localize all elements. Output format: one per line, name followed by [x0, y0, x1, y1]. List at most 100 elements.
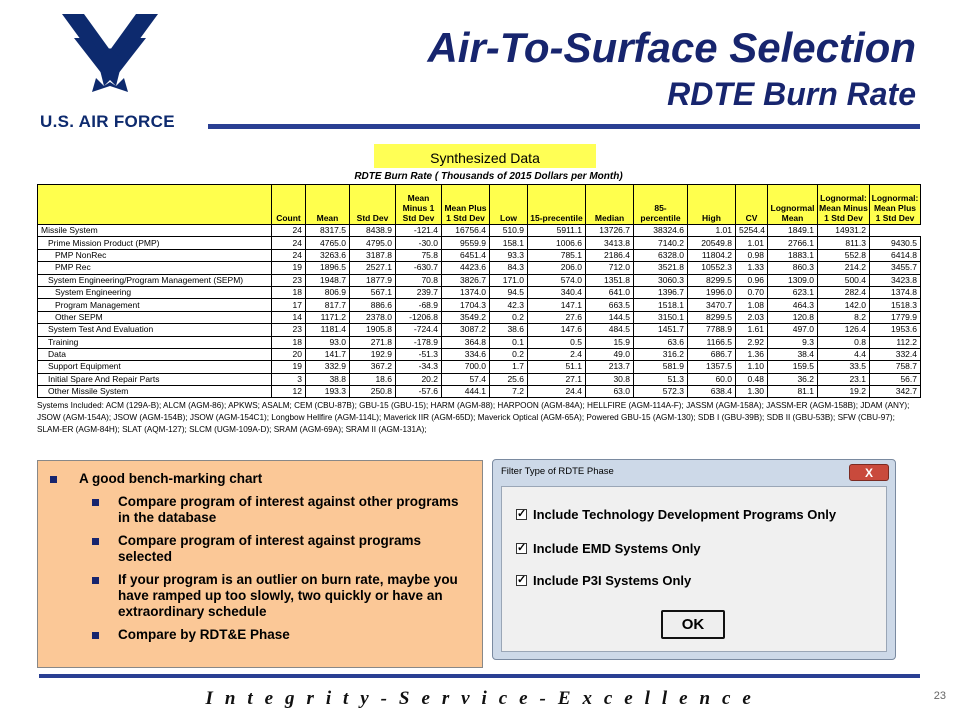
table-cell: 23.1 [817, 372, 870, 387]
table-cell: 0.8 [817, 335, 870, 349]
row-label: Support Equipment [37, 360, 272, 374]
table-cell: 142.0 [817, 298, 870, 312]
table-cell: 2527.1 [349, 261, 396, 275]
table-cell: 1351.8 [585, 273, 634, 287]
table-cell: 14931.2 [817, 223, 870, 238]
table-cell: 144.5 [585, 310, 634, 325]
table-cell: 9.3 [767, 335, 818, 349]
table-cell: 332.4 [869, 347, 921, 362]
tech-dev-checkbox[interactable]: ✓ Include Technology Development Program… [516, 507, 836, 522]
table-cell: -68.9 [395, 298, 442, 312]
table-row: System Test And Evaluation 23 1181.4 1905.8… [37, 323, 921, 337]
table-cell: 4795.0 [349, 236, 396, 250]
table-cell: 8438.9 [349, 223, 396, 238]
table-cell: 1.01 [735, 236, 768, 250]
table-cell: 20.2 [395, 372, 442, 387]
table-cell: 70.8 [395, 273, 442, 287]
table-cell: 1451.7 [633, 323, 688, 337]
table-cell: 27.6 [527, 310, 586, 325]
synthesized-data-label: Synthesized Data [374, 144, 596, 168]
emd-checkbox[interactable]: ✓ Include EMD Systems Only [516, 541, 701, 556]
table-cell: -178.9 [395, 335, 442, 349]
bullet-main: A good bench-marking chart [50, 471, 470, 486]
bullet-box: A good bench-marking chart Compare progr… [37, 460, 483, 668]
table-cell: 3470.7 [687, 298, 736, 312]
table-cell: 1181.4 [305, 323, 350, 337]
table-cell: 1518.1 [633, 298, 688, 312]
filter-dialog-window: Filter Type of RDTE Phase X ✓ Include Te… [492, 459, 896, 660]
checkbox-checked-icon[interactable]: ✓ [516, 508, 527, 520]
sub-bullet-text: Compare program of interest against othe… [118, 494, 459, 525]
bullet-square-icon [92, 499, 99, 506]
table-cell: 24 [271, 236, 306, 250]
table-cell: 171.0 [489, 273, 528, 287]
row-label: Initial Spare And Repair Parts [37, 372, 272, 387]
page-number: 23 [933, 690, 946, 702]
row-label: Training [37, 335, 272, 349]
table-cell: 14 [271, 310, 306, 325]
logo-text: U.S. AIR FORCE [40, 112, 175, 131]
table-cell: 8299.5 [687, 310, 736, 325]
table-cell: 2.92 [735, 335, 768, 349]
table-cell: 342.7 [869, 385, 921, 399]
row-label: System Engineering [37, 285, 272, 300]
close-button[interactable]: X [849, 464, 889, 481]
table-cell: 9430.5 [869, 236, 921, 250]
ok-button[interactable]: OK [661, 610, 725, 639]
table-cell: -1206.8 [395, 310, 442, 325]
column-header: Mean Plus 1 Std Dev [441, 184, 490, 225]
table-cell: 192.9 [349, 347, 396, 362]
table-cell: 57.4 [441, 372, 490, 387]
table-cell: 13726.7 [585, 223, 634, 238]
table-cell: 364.8 [441, 335, 490, 349]
burn-rate-table-panel: RDTE Burn Rate ( Thousands of 2015 Dolla… [37, 164, 921, 436]
table-cell: 1905.8 [349, 323, 396, 337]
table-cell: 214.2 [817, 261, 870, 275]
checkbox-label: Include EMD Systems Only [533, 541, 701, 556]
table-cell: 2.4 [527, 347, 586, 362]
footer-rule [39, 674, 920, 678]
table-cell: 3060.3 [633, 273, 688, 287]
table-cell: 1357.5 [687, 360, 736, 374]
bullet-square-icon [92, 577, 99, 584]
bullet-square-icon [50, 476, 57, 483]
table-cell: 1518.3 [869, 298, 921, 312]
table-cell: 11804.2 [687, 248, 736, 263]
table-cell: 19.2 [817, 385, 870, 399]
column-header: High [687, 184, 736, 225]
table-cell: 1.61 [735, 323, 768, 337]
table-cell: 1396.7 [633, 285, 688, 300]
p3i-checkbox[interactable]: ✓ Include P3I Systems Only [516, 573, 691, 588]
table-cell: 1953.6 [869, 323, 921, 337]
table-cell: 7788.9 [687, 323, 736, 337]
table-cell: 0.1 [489, 335, 528, 349]
table-cell: 81.1 [767, 385, 818, 399]
table-cell: 0.70 [735, 285, 768, 300]
table-cell: 51.3 [633, 372, 688, 387]
table-cell: 27.1 [527, 372, 586, 387]
bullet-square-icon [92, 538, 99, 545]
table-cell: 42.3 [489, 298, 528, 312]
checkbox-checked-icon[interactable]: ✓ [516, 574, 527, 586]
checkbox-checked-icon[interactable]: ✓ [516, 542, 527, 554]
table-cell: 6451.4 [441, 248, 490, 263]
sub-bullet: Compare by RDT&E Phase [92, 627, 470, 643]
air-force-logo: U.S. AIR FORCE [38, 8, 188, 131]
table-cell: 332.9 [305, 360, 350, 374]
table-cell: 572.3 [633, 385, 688, 399]
sub-bullet-text: Compare program of interest against prog… [118, 533, 422, 564]
dialog-body: ✓ Include Technology Development Program… [501, 486, 887, 652]
column-header: Low [489, 184, 528, 225]
air-force-wings-icon [62, 14, 158, 92]
sub-bullet: Compare program of interest against othe… [92, 494, 470, 526]
table-cell: 60.0 [687, 372, 736, 387]
table-cell: 1006.6 [527, 236, 586, 250]
table-cell: 3455.7 [869, 261, 921, 275]
table-cell: -51.3 [395, 347, 442, 362]
table-cell: 38324.6 [633, 223, 688, 238]
burn-rate-table: Count Mean Std Dev Mean Minus 1 Std Dev Mean… [37, 184, 921, 399]
table-cell: 6328.0 [633, 248, 688, 263]
row-label: PMP Rec [37, 261, 272, 275]
table-cell: 340.4 [527, 285, 586, 300]
table-cell: 6414.8 [869, 248, 921, 263]
